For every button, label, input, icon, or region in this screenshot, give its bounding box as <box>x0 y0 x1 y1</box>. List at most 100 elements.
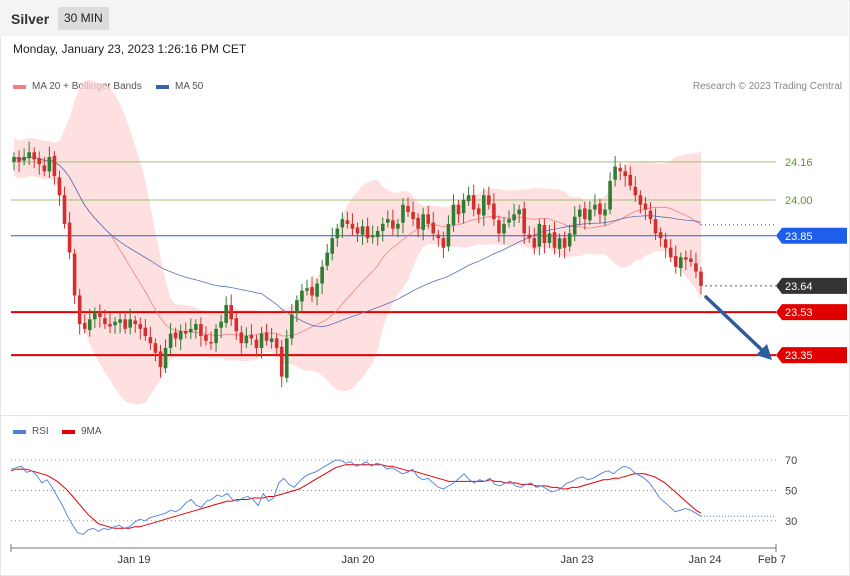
candle-body <box>12 157 16 162</box>
candle-body <box>108 324 112 327</box>
candle-body <box>391 220 395 229</box>
candle-body <box>678 257 683 269</box>
source-credit: Research © 2023 Trading Central <box>692 81 842 92</box>
candle-body <box>300 290 304 302</box>
x-tick-4: Feb 7 <box>758 554 786 566</box>
legend-ma50: MA 50 <box>156 81 203 92</box>
candle-body <box>42 165 47 172</box>
candle-body <box>224 305 228 323</box>
candle-body <box>613 166 617 180</box>
candle-body <box>689 258 693 263</box>
ma20-swatch <box>13 84 26 89</box>
candle-body <box>396 223 400 229</box>
candle-body <box>290 314 294 339</box>
candle-body <box>648 210 653 220</box>
candle-body <box>673 256 678 267</box>
level-label-5: 23.35 <box>785 350 813 362</box>
candle-body <box>355 227 360 234</box>
candle-body <box>380 223 385 232</box>
candle-body <box>37 158 42 165</box>
arrow-shaft <box>704 295 766 354</box>
candle-body <box>62 195 67 224</box>
ma20-line <box>13 156 702 337</box>
candle-body <box>320 266 324 284</box>
candle-body <box>441 238 446 248</box>
candle-body <box>451 204 456 226</box>
candle-body <box>295 300 299 314</box>
candle-body <box>239 332 244 344</box>
level-label-1: 24.00 <box>785 195 813 207</box>
candle-body <box>254 339 259 348</box>
level-tag-3 <box>776 277 847 294</box>
candle-body <box>532 238 537 248</box>
candle-body <box>694 263 698 272</box>
candle-body <box>330 238 335 254</box>
candle-body <box>401 204 405 223</box>
ma9-line <box>10 464 702 529</box>
rsi-panel: 70 50 30 <box>10 455 797 535</box>
candle-body <box>547 233 552 243</box>
candle-body <box>522 208 526 234</box>
candle-body <box>259 333 264 348</box>
timeframe-button[interactable]: 30 MIN <box>58 7 109 30</box>
candle-body <box>274 338 279 348</box>
candle-body <box>17 157 21 162</box>
candle-body <box>82 322 87 329</box>
top-bar: Silver 30 MIN <box>0 0 848 36</box>
candle-body <box>204 334 208 341</box>
candle-body <box>87 319 92 331</box>
candle-body <box>668 247 673 258</box>
candle-body <box>643 203 648 210</box>
candle-body <box>148 337 153 344</box>
candle-body <box>461 200 466 214</box>
legend-9ma-label: 9MA <box>81 426 102 437</box>
candle-body <box>168 333 173 348</box>
candle-body <box>194 324 198 331</box>
x-tick-3: Jan 24 <box>688 554 721 566</box>
candle-body <box>487 195 491 205</box>
candle-body <box>416 217 420 229</box>
candle-body <box>497 220 501 234</box>
candle-body <box>426 214 431 224</box>
candle-body <box>315 283 319 297</box>
x-axis: Jan 19 Jan 20 Jan 23 Jan 24 Feb 7 <box>10 544 786 566</box>
x-tick-2: Jan 23 <box>560 554 593 566</box>
candle-body <box>633 186 638 196</box>
legend-9ma: 9MA <box>62 426 102 437</box>
candles <box>12 141 703 388</box>
ma9-swatch <box>62 429 75 434</box>
rsi-line <box>10 459 702 535</box>
candle-body <box>466 195 471 202</box>
candle-body <box>335 228 340 239</box>
candle-body <box>517 209 521 215</box>
candle-body <box>618 167 622 172</box>
candle-body <box>593 204 597 210</box>
candle-body <box>628 174 633 186</box>
candle-body <box>658 232 663 239</box>
rsi-swatch <box>13 429 26 434</box>
ma50-line <box>13 156 702 328</box>
candle-body <box>476 208 481 215</box>
candle-body <box>562 238 567 248</box>
legend-rsi-label: RSI <box>32 426 49 437</box>
candle-body <box>52 155 57 177</box>
panel-separator <box>0 415 848 416</box>
candle-body <box>123 319 127 329</box>
candle-body <box>577 209 582 217</box>
candle-body <box>512 214 516 221</box>
candle-body <box>57 177 62 196</box>
candle-body <box>138 324 143 329</box>
candle-body <box>325 252 329 266</box>
candle-body <box>32 152 37 160</box>
level-label-2: 23.85 <box>785 231 813 243</box>
x-tick-1: Jan 20 <box>341 554 374 566</box>
candle-body <box>67 222 72 253</box>
candle-body <box>27 152 31 159</box>
candle-body <box>47 157 52 172</box>
candle-body <box>199 324 203 337</box>
candle-body <box>113 321 117 326</box>
candle-body <box>305 288 309 291</box>
candle-body <box>269 338 274 342</box>
candle-body <box>598 203 602 215</box>
